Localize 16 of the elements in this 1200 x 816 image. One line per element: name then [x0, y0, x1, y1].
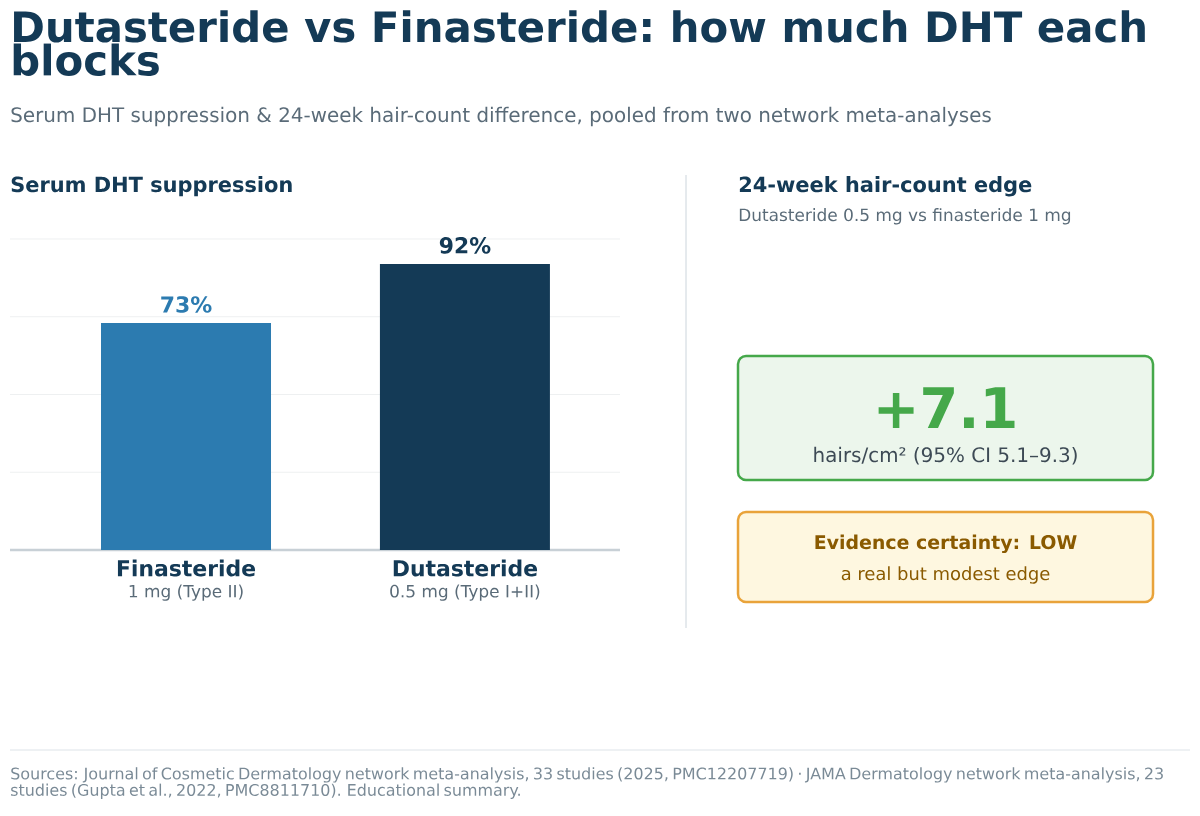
text: Dutasteride vs Finasteride: how much DHT each blocks	[13, 10, 1145, 76]
text: 1 mg (Type II)	[129, 584, 243, 601]
chart-title: Serum DHT suppression	[11, 176, 292, 197]
text: hairs/cm² (95% CI 5.1–9.3)	[814, 446, 1077, 465]
text: a real but modest edge	[841, 566, 1050, 584]
data-label: 73%	[161, 296, 212, 313]
text: 24-week hair-count edge	[739, 176, 1032, 197]
source-note: Sources: Journal of Cosmetic Dermatology network meta-analysis, 33 studies (2025, PMC12207719) · JAMA Dermatology network meta-analysis, 23 studies (Gupta et al., 2022, PMC8811710). Educational summary.	[11, 767, 1163, 800]
text: Evidence certainty: LOW	[815, 534, 1077, 554]
text: +7.1	[878, 387, 1015, 428]
text: Dutasteride 0.5 mg vs finasteride 1 mg	[739, 208, 1071, 225]
x-tick-label: Dutasteride	[393, 559, 538, 577]
x-tick-label: Finasteride	[117, 559, 256, 577]
text: Serum DHT suppression & 24-week hair-count difference, pooled from two network meta-analyses	[11, 106, 991, 127]
data-label: 92%	[439, 237, 491, 254]
text: 0.5 mg (Type I+II)	[390, 584, 540, 601]
